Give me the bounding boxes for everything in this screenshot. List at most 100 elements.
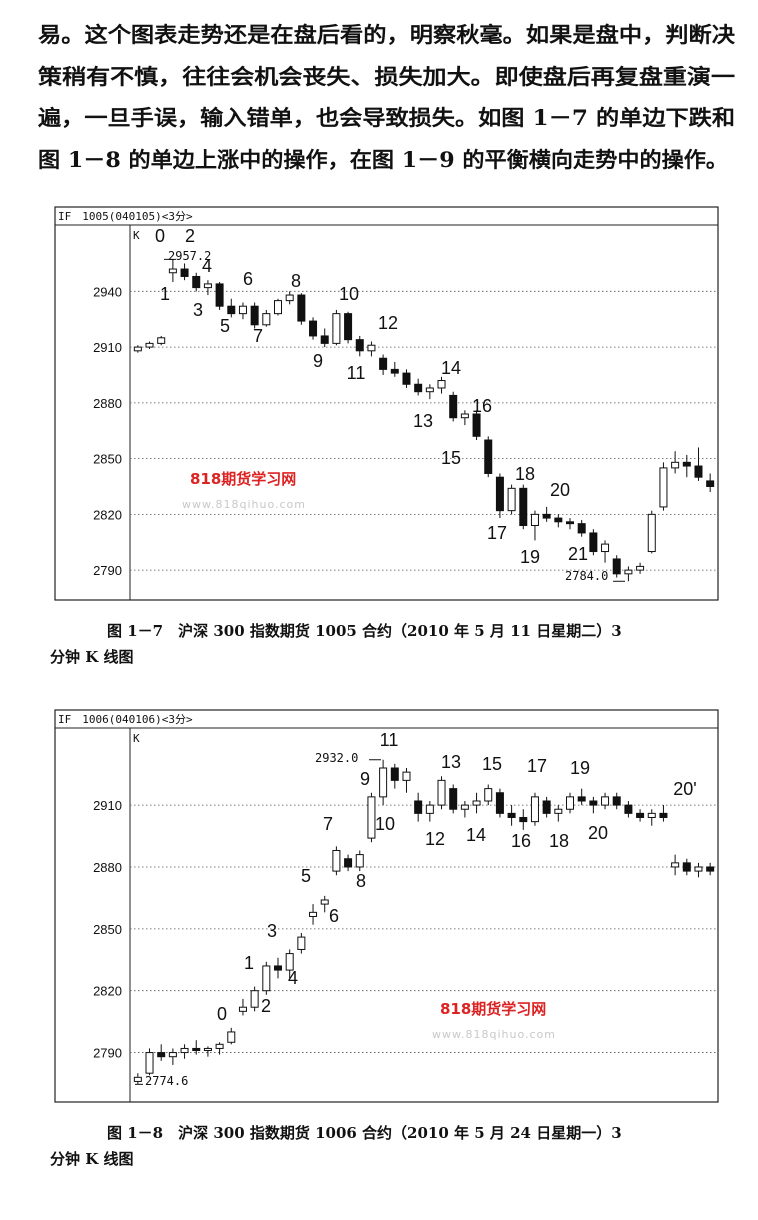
wave-label: 15 (482, 754, 502, 774)
candle-body (612, 796, 621, 806)
wave-label: 15 (441, 448, 461, 468)
wave-label: 1 (244, 953, 254, 973)
candle-body (624, 569, 633, 575)
candle-body (367, 796, 376, 839)
price-annotation: 2774.6 (145, 1074, 188, 1088)
chart-frame (54, 709, 719, 1103)
candle-body (484, 439, 493, 474)
candle-body (682, 862, 691, 872)
candle-body (577, 796, 586, 802)
candle-body (706, 866, 715, 872)
candle-body (157, 1052, 166, 1058)
y-tick-label: 2850 (93, 922, 122, 937)
candle-body (332, 313, 341, 344)
candle-body (636, 812, 645, 818)
candle-body (647, 513, 656, 553)
y-tick-label: 2910 (93, 340, 122, 355)
candle-body (554, 517, 563, 523)
candle-body (238, 1006, 247, 1012)
wave-label: 1 (160, 284, 170, 304)
candle-body (484, 788, 493, 802)
wave-label: 12 (425, 829, 445, 849)
candle-body (215, 283, 224, 307)
candle-body (542, 800, 551, 814)
price-annotation: 2932.0 (315, 751, 358, 765)
candle-body (203, 283, 212, 289)
y-tick-label: 2820 (93, 984, 122, 999)
wave-label: 6 (243, 269, 253, 289)
wave-label: 12 (378, 313, 398, 333)
candle-body (694, 866, 703, 872)
candle-body (694, 465, 703, 478)
paragraph-line: 易。这个图表走势还是在盘后看的，明察秋毫。如果是盘中，判断决 (38, 22, 736, 47)
candle-body (425, 387, 434, 393)
candle-body (542, 513, 551, 519)
candle-body (309, 320, 318, 337)
candle-body (682, 461, 691, 467)
wave-label: 3 (267, 921, 277, 941)
candle-body (168, 268, 177, 274)
wave-label: 20' (673, 779, 696, 799)
y-tick-label: 2880 (93, 396, 122, 411)
candle-body (379, 357, 388, 370)
candle-body (180, 268, 189, 277)
candle-body (344, 313, 353, 341)
figure-caption: 分钟 K 线图 (50, 1150, 133, 1168)
y-tick-label: 2910 (93, 798, 122, 813)
candle-body (472, 413, 481, 437)
candle-body (355, 339, 364, 352)
wave-label: 8 (356, 871, 366, 891)
wave-label: 11 (347, 363, 366, 383)
candle-body (344, 858, 353, 868)
candle-body (203, 1047, 212, 1052)
wave-label: 20 (588, 823, 608, 843)
candle-body (706, 480, 715, 487)
candle-body (449, 788, 458, 810)
y-tick-label: 2790 (93, 1046, 122, 1061)
watermark: 818期货学习网 (440, 1000, 546, 1018)
candle-body (355, 854, 364, 868)
candle-body (320, 335, 329, 344)
figure-caption: 图 1－7 沪深 300 指数期货 1005 合约（2010 年 5 月 11 … (107, 622, 622, 640)
candle-body (250, 305, 259, 326)
paragraph-line: 图 1－8 的单边上涨中的操作，在图 1－9 的平衡横向走势中的操作。 (38, 147, 728, 172)
candle-body (437, 380, 446, 389)
price-annotation: 2784.0 (565, 569, 608, 583)
wave-label: 16 (511, 831, 531, 851)
candle-body (414, 800, 423, 814)
candle-body (507, 487, 516, 512)
y-tick-label: 2940 (93, 284, 122, 299)
wave-label: 13 (441, 752, 461, 772)
paragraph-line: 策稍有不慎，往往会机会丧失、损失加大。即使盘后再复盘重演一 (38, 64, 735, 89)
watermark: www.818qihuo.com (182, 498, 306, 511)
candle-body (519, 816, 528, 823)
price-annotation: 2957.2 (168, 249, 211, 263)
candle-body (332, 849, 341, 872)
candle-body (472, 800, 481, 806)
candle-body (227, 1031, 236, 1043)
candle-body (659, 467, 668, 508)
candle-body (589, 532, 598, 553)
wave-label: 5 (220, 316, 230, 336)
wave-label: 7 (253, 326, 263, 346)
candle-body (671, 862, 680, 868)
wave-label: 21 (568, 544, 588, 564)
candle-body (565, 521, 575, 525)
wave-label: 7 (323, 814, 333, 834)
candle-body (309, 911, 318, 917)
y-tick-label: 2790 (93, 563, 122, 578)
watermark: www.818qihuo.com (432, 1028, 556, 1041)
wave-label: 2 (261, 996, 271, 1016)
wave-label: 10 (375, 814, 395, 834)
candle-body (367, 344, 376, 352)
chart-header: IF 1006(040106)<3分> (58, 713, 193, 726)
wave-label: 18 (515, 464, 535, 484)
candle-body (601, 796, 610, 806)
candle-body (390, 368, 399, 374)
candle-body (262, 313, 271, 326)
candle-body (589, 800, 598, 806)
candle-body (145, 342, 154, 348)
wave-label: 16 (472, 396, 492, 416)
candle-body (671, 461, 680, 469)
candle-body (145, 1052, 154, 1074)
